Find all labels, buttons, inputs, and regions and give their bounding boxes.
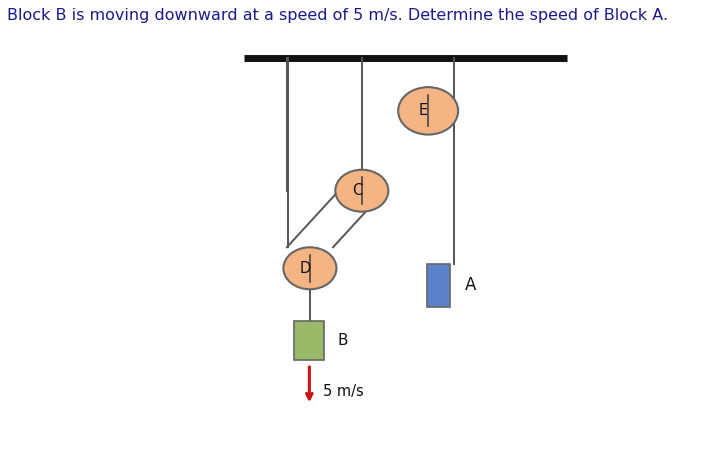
Text: C: C	[352, 183, 362, 198]
Circle shape	[398, 87, 458, 134]
Circle shape	[336, 170, 388, 212]
Bar	[427, 264, 450, 307]
Text: E: E	[419, 103, 428, 118]
Text: D: D	[300, 261, 311, 276]
Circle shape	[284, 247, 336, 289]
Bar	[294, 321, 324, 359]
Text: B: B	[337, 333, 347, 347]
Text: Block B is moving downward at a speed of 5 m/s. Determine the speed of Block A.: Block B is moving downward at a speed of…	[7, 8, 668, 23]
Text: 5 m/s: 5 m/s	[323, 384, 364, 399]
Text: A: A	[465, 276, 476, 294]
